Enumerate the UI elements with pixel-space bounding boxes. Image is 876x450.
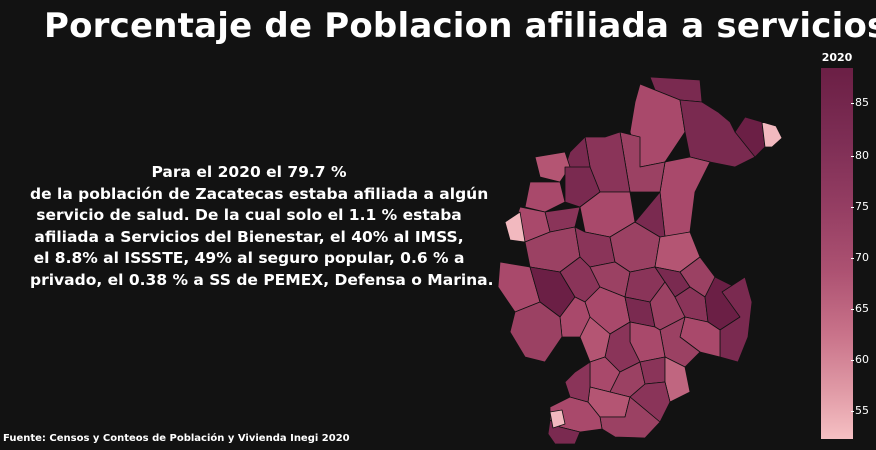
legend-tick-label: 70: [851, 251, 869, 264]
municipality-region: [599, 396, 661, 439]
municipality-region: [564, 361, 591, 403]
municipality-region: [659, 156, 711, 238]
municipality-region: [524, 181, 566, 213]
municipality-region: [639, 356, 666, 385]
municipality-region: [761, 121, 783, 148]
summary-line: servicio de salud. De la cual solo el 1.…: [36, 206, 462, 225]
summary-line: afiliada a Servicios del Bienestar, el 4…: [34, 227, 464, 246]
legend-tick-label: 65: [851, 302, 869, 315]
legend-title: 2020: [821, 51, 853, 64]
summary-text: Para el 2020 el 79.7 % de la población d…: [30, 162, 494, 292]
municipality-region: [629, 381, 671, 423]
legend-tick-label: 80: [851, 149, 869, 162]
zacatecas-choropleth-map: [497, 76, 783, 444]
municipality-region: [549, 409, 566, 429]
page-title: Porcentaje de Poblacion afiliada a servi…: [44, 6, 876, 46]
legend-tick-label: 85: [851, 96, 869, 109]
summary-line: privado, el 0.38 % a SS de PEMEX, Defens…: [30, 270, 494, 289]
municipality-region: [509, 301, 563, 363]
source-note: Fuente: Censos y Conteos de Población y …: [3, 433, 350, 444]
legend-colorbar: [821, 68, 853, 439]
summary-line: de la población de Zacatecas estaba afil…: [30, 184, 489, 203]
summary-line: Para el 2020 el 79.7 %: [151, 163, 347, 181]
legend-tick-label: 75: [851, 200, 869, 213]
summary-line: el 8.8% al ISSSTE, 49% al seguro popular…: [33, 249, 465, 268]
legend-tick-label: 60: [851, 353, 869, 366]
municipality-region: [664, 356, 691, 403]
municipality-region: [719, 276, 753, 363]
legend-tick-label: 55: [851, 404, 869, 417]
